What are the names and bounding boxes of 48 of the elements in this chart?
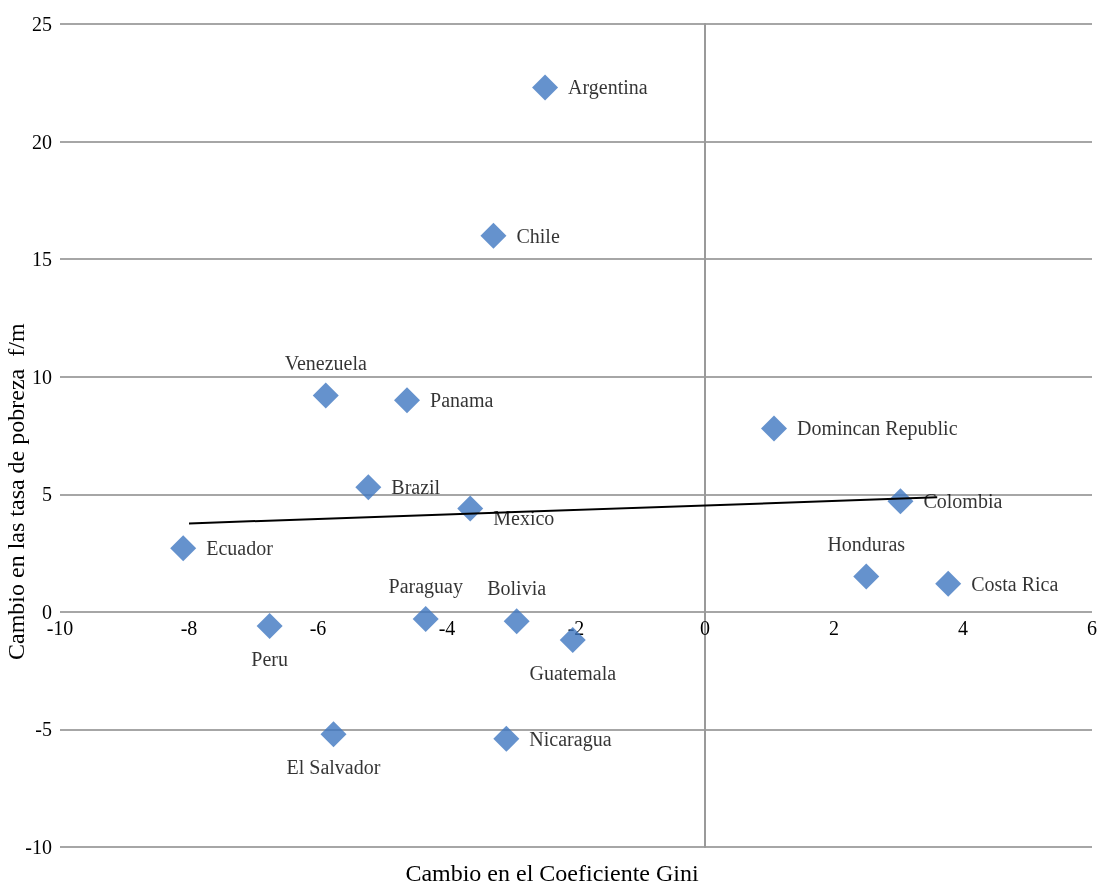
y-tick-label: -5: [35, 718, 52, 741]
y-tick-label: 20: [32, 130, 52, 153]
x-axis-title: Cambio en el Coeficiente Gini: [405, 860, 699, 885]
point: [853, 563, 880, 590]
point: [480, 222, 507, 249]
data-label: Paraguay: [388, 574, 463, 598]
y-tick-label: 15: [32, 248, 52, 271]
point: [493, 725, 520, 752]
x-tick-label: 6: [1087, 616, 1097, 639]
y-tick-label: 25: [32, 13, 52, 35]
data-label: Honduras: [827, 532, 906, 555]
x-tick-label: -8: [180, 616, 198, 639]
y-tick-label: -10: [25, 836, 52, 858]
point: [394, 387, 421, 414]
point: [312, 382, 339, 409]
data-label: Domincan Republic: [797, 417, 958, 441]
data-label: Argentina: [568, 76, 648, 100]
point: [170, 535, 197, 562]
data-label: Bolivia: [487, 577, 547, 600]
point: [320, 721, 347, 748]
x-tick-label: -6: [309, 616, 327, 639]
point: [532, 74, 559, 101]
point: [355, 474, 382, 501]
point: [256, 612, 283, 639]
data-label: Brazil: [391, 476, 441, 499]
y-tick-label: 5: [42, 483, 52, 506]
x-tick-label: 4: [958, 616, 968, 639]
x-tick-label: 2: [829, 616, 839, 639]
y-tick-label: 10: [32, 365, 52, 388]
x-tick-label: -4: [438, 616, 456, 639]
point: [412, 605, 439, 632]
point: [503, 608, 530, 635]
data-label: Costa Rica: [971, 572, 1059, 595]
data-label: Nicaragua: [529, 727, 612, 751]
data-label: Ecuador: [206, 537, 274, 560]
data-label: Colombia: [923, 490, 1003, 513]
data-label: Chile: [516, 224, 560, 247]
point: [761, 415, 788, 442]
data-label: Panama: [430, 389, 494, 412]
data-label: Venezuela: [284, 351, 367, 374]
point: [457, 495, 484, 522]
data-label: Mexico: [493, 507, 555, 530]
data-label: Peru: [251, 647, 288, 670]
x-tick-label: 0: [700, 616, 710, 639]
point: [935, 570, 962, 597]
data-label: El Salvador: [286, 756, 381, 779]
data-label: Guatemala: [529, 662, 617, 685]
y-axis-title: Cambio en las tasa de pobreza f/m: [3, 323, 29, 660]
